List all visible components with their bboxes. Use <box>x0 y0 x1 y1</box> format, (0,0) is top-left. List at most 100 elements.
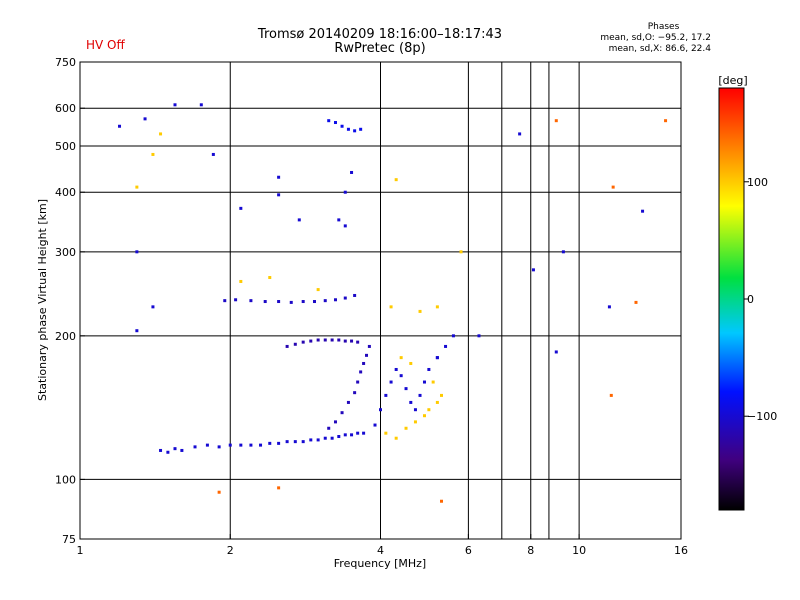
data-point <box>159 448 163 452</box>
data-point <box>268 441 272 445</box>
data-point <box>297 218 301 222</box>
data-point <box>356 340 360 344</box>
stats-heading: Phases <box>647 22 680 32</box>
data-point <box>316 438 320 442</box>
data-point <box>193 445 197 449</box>
colorbar-ticks: 100 0 −100 <box>744 176 777 423</box>
data-point <box>285 344 289 348</box>
data-point <box>427 408 431 412</box>
series-group <box>327 344 371 430</box>
data-point <box>277 441 281 445</box>
data-point <box>312 300 316 304</box>
y-tick-label: 500 <box>55 140 76 153</box>
data-point <box>422 414 426 418</box>
data-point <box>340 411 344 415</box>
data-point <box>199 103 203 107</box>
data-point <box>394 436 398 440</box>
data-point <box>399 374 403 378</box>
data-point <box>379 408 382 412</box>
data-point <box>239 279 243 283</box>
chart-title: Tromsø 20140209 18:16:00–18:17:43 RwPret… <box>230 28 530 56</box>
data-point <box>365 353 369 357</box>
colorbar <box>719 88 744 510</box>
data-point <box>277 486 281 490</box>
data-point <box>330 436 334 440</box>
x-tick-label: 10 <box>572 544 586 557</box>
data-point <box>353 391 357 395</box>
data-point <box>427 367 431 371</box>
data-point <box>173 447 177 451</box>
data-point <box>228 443 232 447</box>
series-group <box>327 119 363 133</box>
data-point <box>531 268 535 272</box>
y-tick-label: 750 <box>55 56 76 69</box>
data-point <box>435 356 439 360</box>
data-point <box>217 445 221 449</box>
data-point <box>422 380 426 384</box>
y-tick-label: 400 <box>55 186 76 199</box>
data-point <box>159 132 163 136</box>
data-point <box>337 435 341 439</box>
data-point <box>413 420 417 424</box>
data-point <box>135 329 139 333</box>
data-point <box>316 338 320 342</box>
data-point <box>330 338 334 342</box>
x-tick-label: 4 <box>377 544 384 557</box>
data-point <box>353 293 357 297</box>
colorbar-tick-label: 0 <box>747 293 754 306</box>
data-point <box>356 380 360 384</box>
hv-status: HV Off <box>86 38 125 52</box>
data-point <box>337 218 341 222</box>
series-group <box>159 431 366 454</box>
data-point <box>285 440 289 444</box>
data-point <box>263 300 267 304</box>
data-point <box>343 190 347 194</box>
data-point <box>323 299 327 303</box>
x-tick-label: 1 <box>77 544 84 557</box>
data-point <box>340 124 344 128</box>
data-point <box>477 334 481 338</box>
data-point <box>389 305 393 309</box>
data-point <box>118 124 122 128</box>
y-tick-label: 75 <box>62 533 76 546</box>
y-tick-label: 300 <box>55 246 76 259</box>
data-point <box>293 342 297 346</box>
data-point <box>554 119 558 123</box>
data-point <box>384 431 388 435</box>
data-point <box>394 178 398 182</box>
series-group <box>135 132 463 440</box>
data-point <box>346 400 350 404</box>
data-point <box>359 127 363 131</box>
data-point <box>249 443 253 447</box>
y-axis-ticks: 75 100 200 300 400 500 600 750 <box>55 56 85 546</box>
data-point <box>440 499 444 503</box>
data-point <box>309 438 313 442</box>
data-point <box>249 299 253 303</box>
data-point <box>333 121 337 125</box>
data-point <box>373 423 377 427</box>
data-point <box>327 119 331 123</box>
data-point <box>459 250 463 254</box>
data-point <box>394 367 398 371</box>
x-tick-label: 8 <box>527 544 534 557</box>
x-tick-label: 16 <box>674 544 688 557</box>
stats-line-x: mean, sd,X: 86.6, 22.4 <box>608 44 711 54</box>
y-tick-label: 100 <box>55 473 76 486</box>
y-tick-label: 200 <box>55 330 76 343</box>
data-point <box>554 350 558 354</box>
data-points <box>118 103 668 503</box>
data-point <box>343 224 347 228</box>
data-point <box>333 298 337 302</box>
data-point <box>353 129 357 133</box>
data-point <box>239 206 243 210</box>
data-point <box>343 433 347 437</box>
data-point <box>151 305 155 309</box>
data-point <box>217 490 221 494</box>
data-point <box>561 250 565 254</box>
data-point <box>362 431 366 435</box>
data-point <box>356 431 360 435</box>
data-point <box>259 443 263 447</box>
x-axis-ticks: 1 2 4 6 8 10 16 <box>77 534 688 557</box>
grid-lines <box>80 62 681 539</box>
